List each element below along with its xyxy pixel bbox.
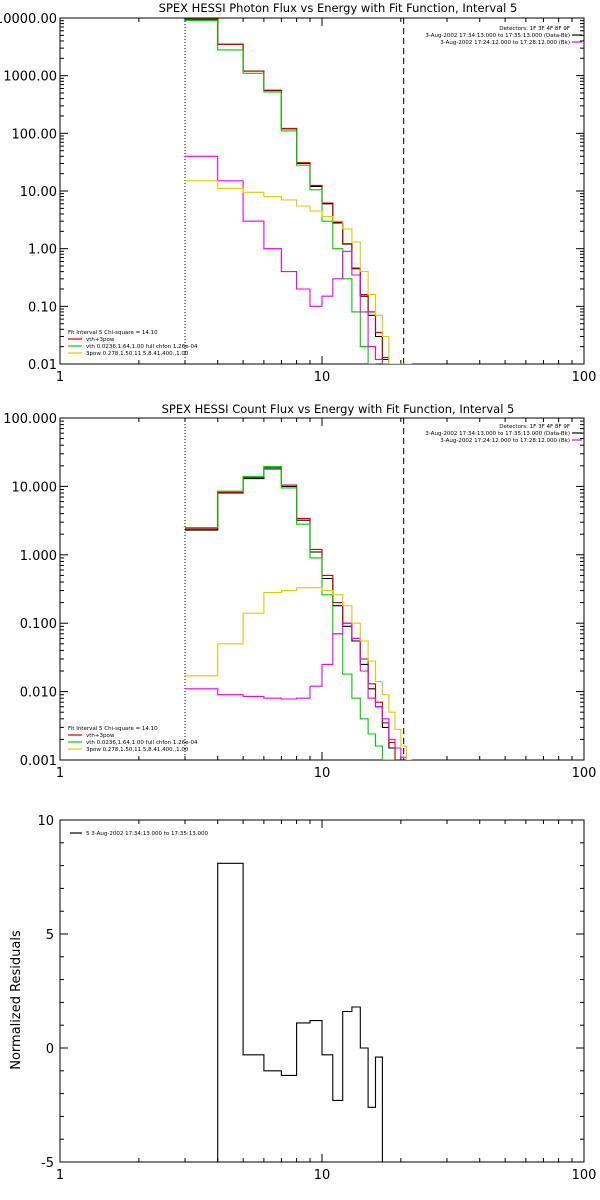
count-flux-x-tick-label: 1: [56, 766, 64, 781]
count-flux-info-line: 3-Aug-2002 17:34:13.000 to 17:35:13.000 …: [425, 431, 570, 437]
photon-flux-x-tick-label: 100: [572, 370, 597, 385]
count-flux-panel: SPEX HESSI Count Flux vs Energy with Fit…: [3, 402, 596, 781]
residuals-plot-frame: [59, 819, 585, 1163]
photon-flux-info-line: Detectors: 1F 3F 4F 8F 9F: [499, 26, 570, 32]
count-flux-y-tick-label: 0.001: [20, 754, 57, 769]
photon-flux-y-tick-label: 10.00: [20, 185, 57, 200]
photon-flux-title: SPEX HESSI Photon Flux vs Energy with Fi…: [159, 1, 518, 15]
count-flux-y-tick-label: 0.100: [20, 617, 57, 632]
photon-flux-y-tick-label: 100.00: [12, 127, 58, 142]
count-flux-series-line: [185, 466, 396, 760]
photon-flux-fit-line: vth 0.0236,1.64,1.00 full chfon 1.26e-04: [86, 344, 198, 350]
photon-flux-fit-line: Fit Interval 5 Chi-square = 14.10: [68, 330, 158, 336]
count-flux-fit-line: vth 0.0236,1.64,1.00 full chfon 1.26e-04: [86, 740, 198, 746]
count-flux-fit-legend: Fit Interval 5 Chi-square = 14.10 vth+3p…: [68, 726, 198, 753]
residuals-panel: Normalized Residuals 5 3-Aug-2002 17:34:…: [9, 814, 596, 1183]
photon-flux-series-line: [185, 20, 376, 364]
photon-flux-series-line: [185, 180, 412, 364]
residuals-y-tick-label: 0: [46, 1042, 54, 1057]
photon-flux-y-tick-label: 0.10: [28, 300, 57, 315]
count-flux-series-line: [185, 466, 395, 760]
count-flux-fit-line: Fit Interval 5 Chi-square = 14.10: [68, 726, 158, 732]
count-flux-fit-line: 3pow 0.278,1.50,11.5,8.41,400.,1.00: [86, 747, 189, 753]
count-flux-y-tick-label: 100.000: [3, 412, 57, 427]
count-flux-series-line: [185, 622, 407, 760]
photon-flux-y-tick-label: 1000.00: [3, 70, 57, 85]
residuals-x-tick-label: 1: [56, 1168, 64, 1183]
photon-flux-fit-legend: Fit Interval 5 Chi-square = 14.10 vth+3p…: [68, 330, 198, 357]
residuals-x-tick-label: 10: [314, 1168, 331, 1183]
residuals-x-tick-label: 100: [572, 1168, 597, 1183]
count-flux-y-tick-label: 1.000: [20, 549, 57, 564]
photon-flux-info: Detectors: 1F 3F 4F 8F 9F 3-Aug-2002 17:…: [425, 26, 570, 46]
photon-flux-fit-line: vth+3pow: [86, 337, 115, 343]
photon-flux-info-line: 3-Aug-2002 17:34:13.000 to 17:35:13.000 …: [425, 33, 570, 39]
photon-flux-panel: SPEX HESSI Photon Flux vs Energy with Fi…: [0, 1, 596, 385]
residuals-y-tick-label: 5: [46, 928, 54, 943]
count-flux-y-tick-label: 10.000: [12, 480, 58, 495]
residuals-y-tick-label: -5: [41, 1156, 54, 1171]
photon-flux-series-line: [185, 155, 389, 364]
photon-flux-series-group: [185, 18, 412, 364]
count-flux-x-tick-label: 10: [314, 766, 331, 781]
count-flux-x-tick-label: 100: [572, 766, 597, 781]
count-flux-y-tick-label: 0.010: [20, 686, 57, 701]
photon-flux-y-tick-label: 10000.00: [0, 12, 57, 27]
residuals-series-group: [183, 862, 383, 1162]
count-flux-fit-line: vth+3pow: [86, 733, 115, 739]
count-flux-series-group: [185, 466, 412, 760]
photon-flux-y-tick-label: 1.00: [28, 243, 57, 258]
photon-flux-fit-line: 3pow 0.278,1.50,11.5,8.41,400.,1.00: [86, 351, 189, 357]
count-flux-info-line: 3-Aug-2002 17:24:12.000 to 17:28:12.000 …: [440, 438, 570, 444]
residuals-y-axis-label: Normalized Residuals: [9, 930, 24, 1070]
count-flux-title: SPEX HESSI Count Flux vs Energy with Fit…: [162, 402, 515, 416]
residuals-y-tick-label: 10: [37, 814, 54, 829]
count-flux-series-line: [185, 587, 412, 760]
count-flux-series-line: [185, 468, 396, 760]
residuals-series-line: [183, 862, 383, 1162]
photon-flux-x-tick-label: 1: [56, 370, 64, 385]
photon-flux-info-line: 3-Aug-2002 17:24:12.000 to 17:28:12.000 …: [440, 40, 570, 46]
count-flux-info-line: Detectors: 1F 3F 4F 8F 9F: [499, 424, 570, 430]
photon-flux-y-tick-label: 0.01: [28, 358, 57, 373]
residuals-legend-text: 5 3-Aug-2002 17:34:13.000 to 17:35:13.00…: [86, 831, 208, 837]
count-flux-info: Detectors: 1F 3F 4F 8F 9F 3-Aug-2002 17:…: [425, 424, 570, 444]
photon-flux-x-tick-label: 10: [314, 370, 331, 385]
